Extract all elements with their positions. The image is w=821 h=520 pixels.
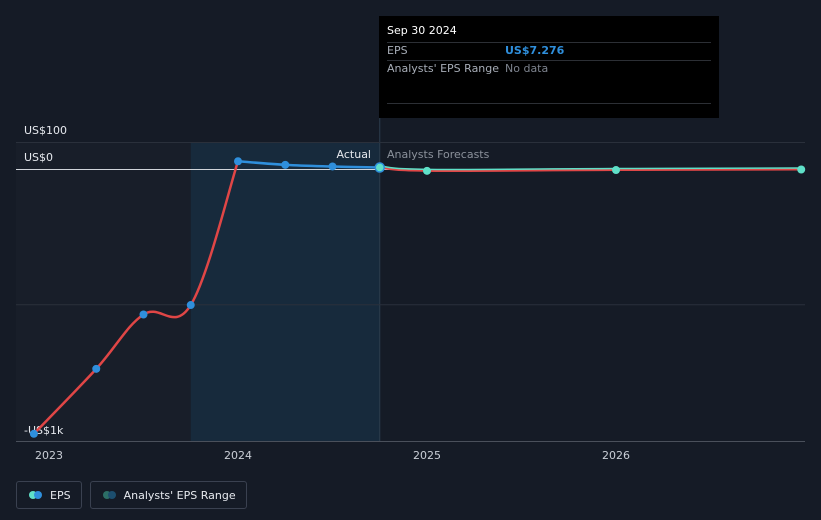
eps-line-actual bbox=[237, 160, 380, 169]
tooltip-date: Sep 30 2024 bbox=[387, 24, 457, 37]
legend-range-label: Analysts' EPS Range bbox=[123, 488, 236, 502]
series-points bbox=[29, 157, 806, 438]
x-tick-label-2024: 2024 bbox=[224, 449, 252, 462]
actual-label: Actual bbox=[337, 148, 371, 161]
legend-eps-label: EPS bbox=[50, 488, 71, 502]
tooltip-range-value: No data bbox=[505, 62, 549, 75]
x-tick-label-2026: 2026 bbox=[602, 449, 630, 462]
legend-range-swatch bbox=[102, 491, 116, 499]
eps-point-2 bbox=[139, 310, 148, 319]
eps-point-3 bbox=[186, 301, 195, 310]
x-tick-label-2023: 2023 bbox=[35, 449, 63, 462]
highlight-band bbox=[190, 142, 380, 442]
y-tick-label-neg-1k: -US$1k bbox=[24, 424, 64, 437]
tooltip: Sep 30 2024 EPS US$7.276 Analysts' EPS R… bbox=[379, 16, 719, 118]
chart-bands bbox=[16, 16, 381, 442]
eps-forecast-point-0 bbox=[423, 166, 431, 175]
region-labels: Actual Analysts Forecasts bbox=[337, 148, 490, 161]
tooltip-eps-value: US$7.276 bbox=[505, 44, 565, 57]
eps-forecast-point-2 bbox=[797, 165, 806, 174]
eps-point-5 bbox=[281, 160, 290, 169]
past-band bbox=[16, 142, 191, 442]
eps-point-selected bbox=[374, 162, 385, 173]
forecast-label: Analysts Forecasts bbox=[387, 148, 490, 161]
eps-point-1 bbox=[92, 364, 101, 373]
eps-point-6 bbox=[328, 162, 337, 171]
eps-point-4 bbox=[234, 157, 242, 166]
eps-forecast-line-lower bbox=[379, 166, 802, 172]
y-tick-label-100: US$100 bbox=[24, 124, 67, 137]
tooltip-divider bbox=[387, 103, 711, 104]
legend-item-eps[interactable]: EPS bbox=[16, 481, 82, 509]
y-tick-label-0: US$0 bbox=[24, 151, 53, 164]
legend: EPS Analysts' EPS Range bbox=[16, 481, 247, 509]
tooltip-row-range: Analysts' EPS Range No data bbox=[387, 60, 711, 78]
eps-forecast-point-1 bbox=[612, 166, 620, 175]
eps-point-0 bbox=[29, 429, 38, 438]
x-tick-label-2025: 2025 bbox=[413, 449, 441, 462]
eps-line-past bbox=[32, 160, 240, 435]
x-axis-labels: 2023 2024 2025 2026 bbox=[35, 449, 630, 462]
eps-forecast-line bbox=[379, 165, 802, 171]
legend-eps-swatch bbox=[29, 491, 42, 499]
series-lines bbox=[32, 160, 802, 435]
tooltip-row-eps: EPS US$7.276 bbox=[387, 42, 711, 60]
legend-item-eps-range[interactable]: Analysts' EPS Range bbox=[89, 481, 247, 509]
tooltip-eps-label: EPS bbox=[387, 44, 408, 57]
tooltip-range-label: Analysts' EPS Range bbox=[387, 62, 500, 75]
